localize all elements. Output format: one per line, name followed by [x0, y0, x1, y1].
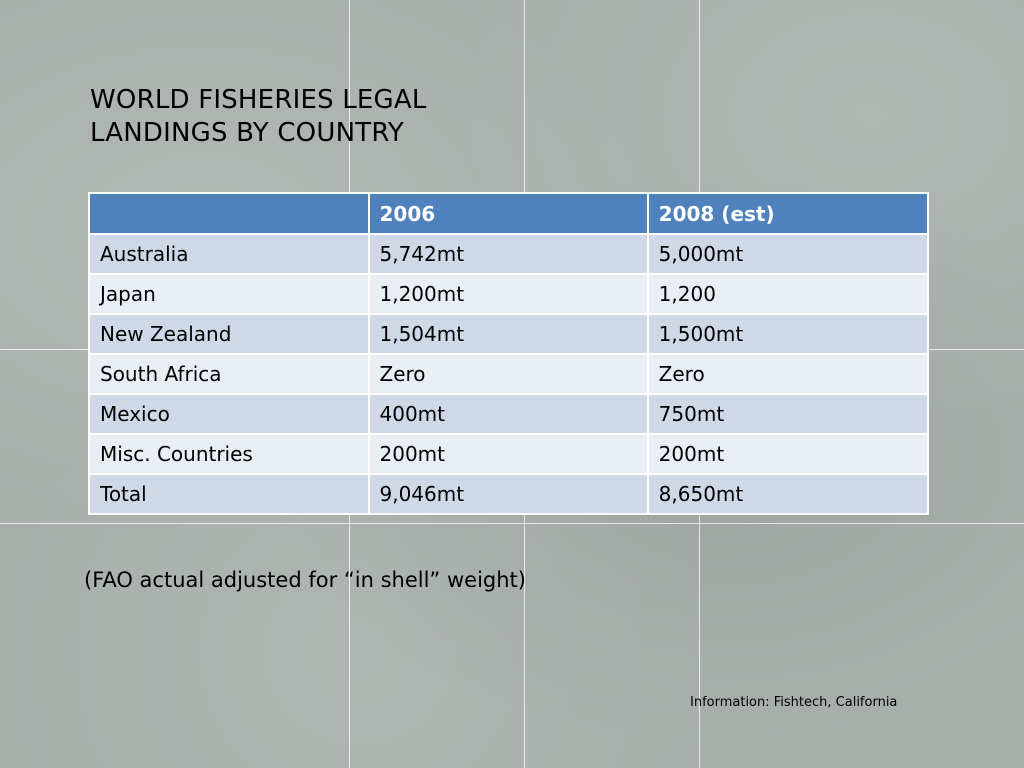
- table-row: Australia 5,742mt 5,000mt: [88, 233, 930, 275]
- value-2008-cell: 200mt: [646, 433, 930, 475]
- country-cell: Australia: [88, 233, 370, 275]
- value-2006-cell: 1,200mt: [367, 273, 649, 315]
- table-row: Misc. Countries 200mt 200mt: [88, 433, 930, 475]
- header-cell-country: [88, 192, 370, 235]
- footnote: (FAO actual adjusted for “in shell” weig…: [84, 568, 526, 592]
- value-2006-cell: 5,742mt: [367, 233, 649, 275]
- source-credit: Information: Fishtech, California: [690, 695, 898, 710]
- country-cell: South Africa: [88, 353, 370, 395]
- value-2008-cell: 8,650mt: [646, 473, 930, 515]
- background-grid-line: [0, 523, 1024, 524]
- country-cell: Misc. Countries: [88, 433, 370, 475]
- landings-table: 2006 2008 (est) Australia 5,742mt 5,000m…: [88, 192, 930, 515]
- table-header-row: 2006 2008 (est): [88, 192, 930, 235]
- value-2008-cell: 1,200: [646, 273, 930, 315]
- value-2006-cell: 400mt: [367, 393, 649, 435]
- header-cell-2008: 2008 (est): [646, 192, 930, 235]
- value-2006-cell: 1,504mt: [367, 313, 649, 355]
- country-cell: Mexico: [88, 393, 370, 435]
- table-row: South Africa Zero Zero: [88, 353, 930, 395]
- country-cell: Total: [88, 473, 370, 515]
- value-2008-cell: 5,000mt: [646, 233, 930, 275]
- value-2008-cell: 750mt: [646, 393, 930, 435]
- table-row: Japan 1,200mt 1,200: [88, 273, 930, 315]
- table-row-total: Total 9,046mt 8,650mt: [88, 473, 930, 515]
- country-cell: New Zealand: [88, 313, 370, 355]
- value-2008-cell: 1,500mt: [646, 313, 930, 355]
- value-2006-cell: 9,046mt: [367, 473, 649, 515]
- table-row: New Zealand 1,504mt 1,500mt: [88, 313, 930, 355]
- country-cell: Japan: [88, 273, 370, 315]
- value-2008-cell: Zero: [646, 353, 930, 395]
- value-2006-cell: Zero: [367, 353, 649, 395]
- slide-title: World Fisheries Legal Landings by Countr…: [90, 85, 427, 148]
- header-cell-2006: 2006: [367, 192, 649, 235]
- value-2006-cell: 200mt: [367, 433, 649, 475]
- table-row: Mexico 400mt 750mt: [88, 393, 930, 435]
